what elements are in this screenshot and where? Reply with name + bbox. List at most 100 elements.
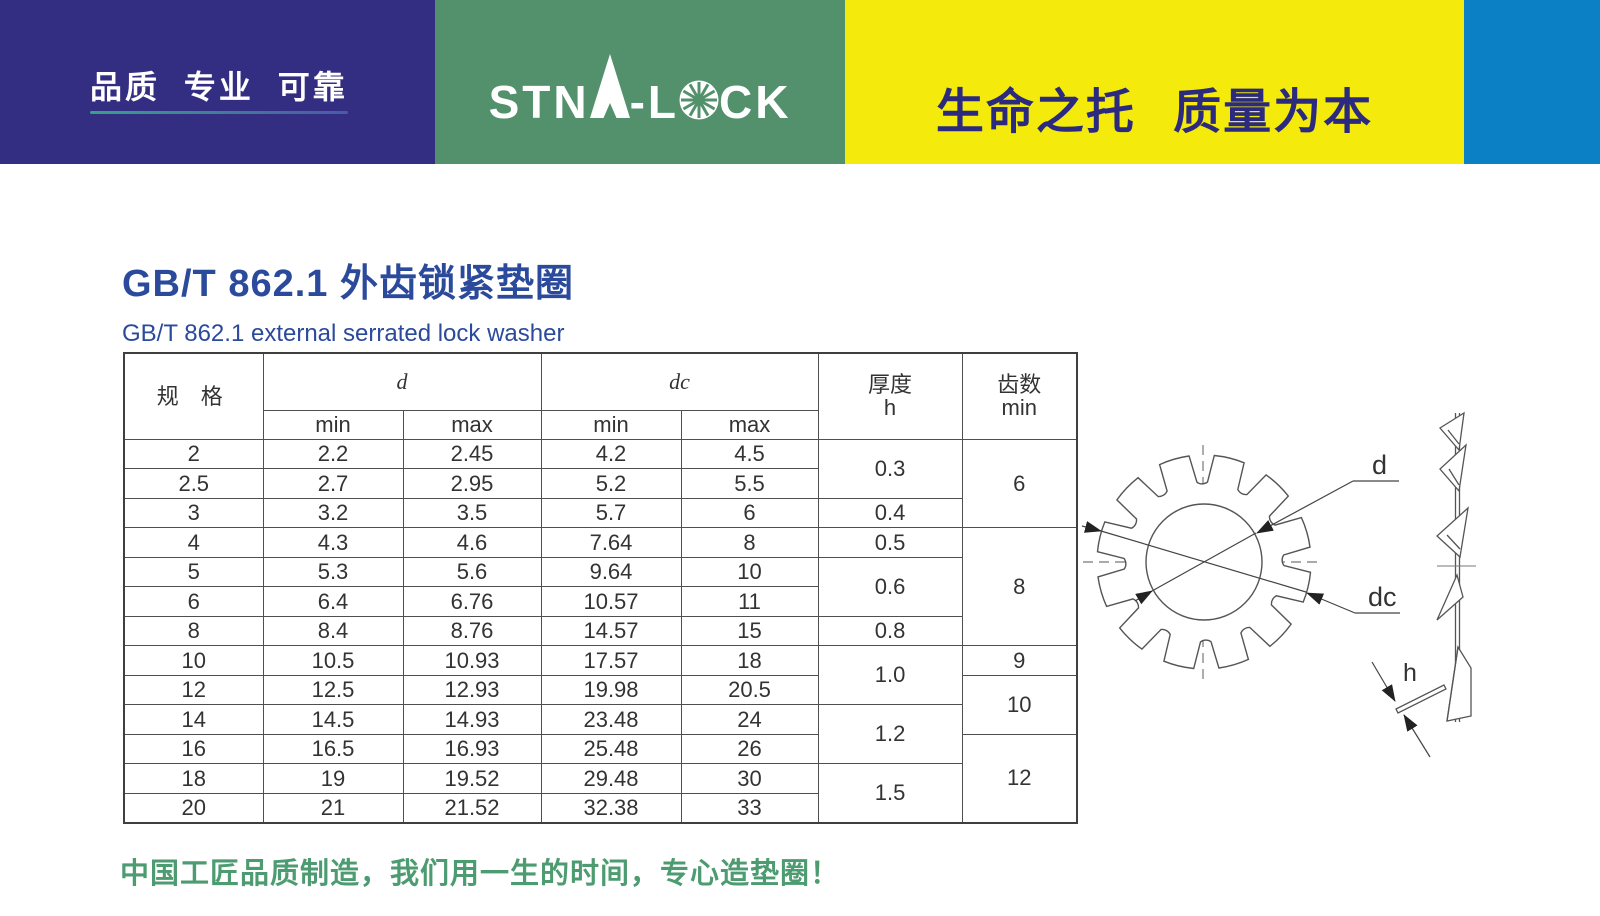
- cell-spec: 18: [123, 763, 264, 794]
- cell-dmax: 21.52: [402, 792, 542, 823]
- bottom-tooth-strip: [1395, 684, 1447, 714]
- cell-spec: 8: [123, 615, 264, 646]
- cell-dcmax: 15: [680, 615, 819, 646]
- cell-teeth: 9: [961, 645, 1078, 676]
- header-banner: 品质 专业 可靠 STN -L CK 生命之托 质量为本: [0, 0, 1600, 164]
- cell-dcmin: 7.64: [540, 527, 682, 558]
- cell-teeth: 10: [961, 674, 1078, 735]
- cell-dcmax: 4.5: [680, 438, 819, 469]
- cell-dcmax: 11: [680, 586, 819, 617]
- teeth-label-min: min: [1001, 395, 1037, 421]
- cell-thickness: 1.0: [817, 645, 963, 705]
- cell-dcmax: 18: [680, 645, 819, 676]
- tooth-flag: [1439, 443, 1467, 493]
- col-header-spec: 规 格: [123, 352, 264, 440]
- cell-dmax: 4.6: [402, 527, 542, 558]
- cell-dmax: 14.93: [402, 704, 542, 735]
- cell-dcmin: 4.2: [540, 438, 682, 469]
- logo-washer-o-icon: [679, 80, 719, 120]
- cell-dmax: 2.95: [402, 468, 542, 499]
- cell-dmin: 5.3: [262, 556, 404, 587]
- cell-dmin: 12.5: [262, 674, 404, 705]
- cell-dcmax: 26: [680, 733, 819, 764]
- label-h: h: [1403, 659, 1417, 687]
- table-row: 16 16.5 16.93 25.48 26 12: [123, 733, 1078, 823]
- cell-spec: 2: [123, 438, 264, 469]
- thickness-label-zh: 厚度: [868, 372, 913, 398]
- cell-spec: 6: [123, 586, 264, 617]
- cell-dmin: 2.2: [262, 438, 404, 469]
- cell-dcmin: 10.57: [540, 586, 682, 617]
- thickness-label-h: h: [883, 395, 897, 421]
- label-d: d: [1372, 450, 1387, 480]
- table-row: 20 21 21.52 32.38 33: [123, 792, 1077, 823]
- logo-text-ck: CK: [718, 76, 792, 128]
- cell-thickness: 0.3: [817, 438, 963, 499]
- col-header-dc: dc: [540, 352, 819, 411]
- cell-spec: 4: [123, 527, 264, 558]
- quality-slogan: 品质 专业 可靠: [90, 69, 348, 105]
- logo-text-stn: STN: [488, 76, 590, 128]
- tooth-flag: [1439, 411, 1465, 452]
- cell-dmax: 5.6: [402, 556, 542, 587]
- cell-thickness: 1.5: [817, 763, 963, 823]
- header-blue-block: [1464, 0, 1600, 164]
- cell-dmax: 10.93: [402, 645, 542, 676]
- cell-dcmax: 6: [680, 497, 819, 528]
- cell-dmax: 3.5: [402, 497, 542, 528]
- cell-dcmax: 5.5: [680, 468, 819, 499]
- cell-dmin: 10.5: [262, 645, 404, 676]
- cell-thickness: 0.4: [817, 497, 963, 528]
- table-row: 6 6.4 6.76 10.57 11: [123, 586, 1077, 617]
- cell-spec: 2.5: [123, 468, 264, 499]
- inner-hole-circle: [1145, 503, 1263, 621]
- cell-dmin: 16.5: [262, 733, 404, 764]
- cell-thickness: 1.2: [817, 704, 963, 764]
- cell-teeth: 12: [961, 733, 1078, 823]
- col-header-d-max: max: [402, 409, 542, 440]
- dc-dimension-line: [1081, 521, 1400, 614]
- label-dc: dc: [1368, 582, 1397, 612]
- cell-dmax: 19.52: [402, 763, 542, 794]
- logo-letter-a-spike-icon: [589, 54, 630, 118]
- washer-technical-drawing: d dc h: [1081, 411, 1476, 758]
- washer-side-view: [1395, 411, 1476, 722]
- cell-dcmin: 5.2: [540, 468, 682, 499]
- cell-spec: 12: [123, 674, 264, 705]
- cell-dcmin: 25.48: [540, 733, 682, 764]
- cell-spec: 5: [123, 556, 264, 587]
- life-quality-slogan: 生命之托 质量为本: [935, 86, 1374, 139]
- cell-dmin: 4.3: [262, 527, 404, 558]
- table-row: 14 14.5 14.93 23.48 24 1.2: [123, 704, 1077, 764]
- cell-dcmax: 33: [680, 792, 819, 823]
- cell-dcmin: 23.48: [540, 704, 682, 735]
- cell-dcmax: 10: [680, 556, 819, 587]
- header-navy-block: 品质 专业 可靠: [0, 0, 435, 164]
- cell-dmin: 8.4: [262, 615, 404, 646]
- table-row: 4 4.3 4.6 7.64 8 0.5 8: [123, 527, 1078, 646]
- cell-thickness: 0.5: [817, 527, 963, 558]
- table-row: 18 19 19.52 29.48 30 1.5: [123, 763, 1077, 823]
- cell-dcmax: 20.5: [680, 674, 819, 705]
- table-row: 3 3.2 3.5 5.7 6 0.4: [123, 497, 1077, 528]
- cell-dmin: 6.4: [262, 586, 404, 617]
- cell-teeth: 8: [961, 527, 1078, 646]
- cell-dcmin: 14.57: [540, 615, 682, 646]
- cell-thickness: 0.6: [817, 556, 963, 617]
- cell-dmin: 19: [262, 763, 404, 794]
- col-header-thickness: 厚度 h: [817, 352, 963, 440]
- cell-dmax: 2.45: [402, 438, 542, 469]
- teeth-label-zh: 齿数: [997, 372, 1042, 398]
- footer-tagline: 中国工匠品质制造，我们用一生的时间，专心造垫圈！: [120, 858, 841, 890]
- cell-dmax: 6.76: [402, 586, 542, 617]
- tooth-flag: [1446, 645, 1472, 722]
- col-header-d-min: min: [262, 409, 404, 440]
- cell-dmin: 21: [262, 792, 404, 823]
- slogan-underline: [90, 111, 348, 114]
- table-header-row-1: 规 格 d dc 厚度 h 齿数 min: [123, 352, 1078, 440]
- col-header-dc-min: min: [540, 409, 682, 440]
- cell-dmax: 12.93: [402, 674, 542, 705]
- cell-spec: 10: [123, 645, 264, 676]
- cell-dcmin: 5.7: [540, 497, 682, 528]
